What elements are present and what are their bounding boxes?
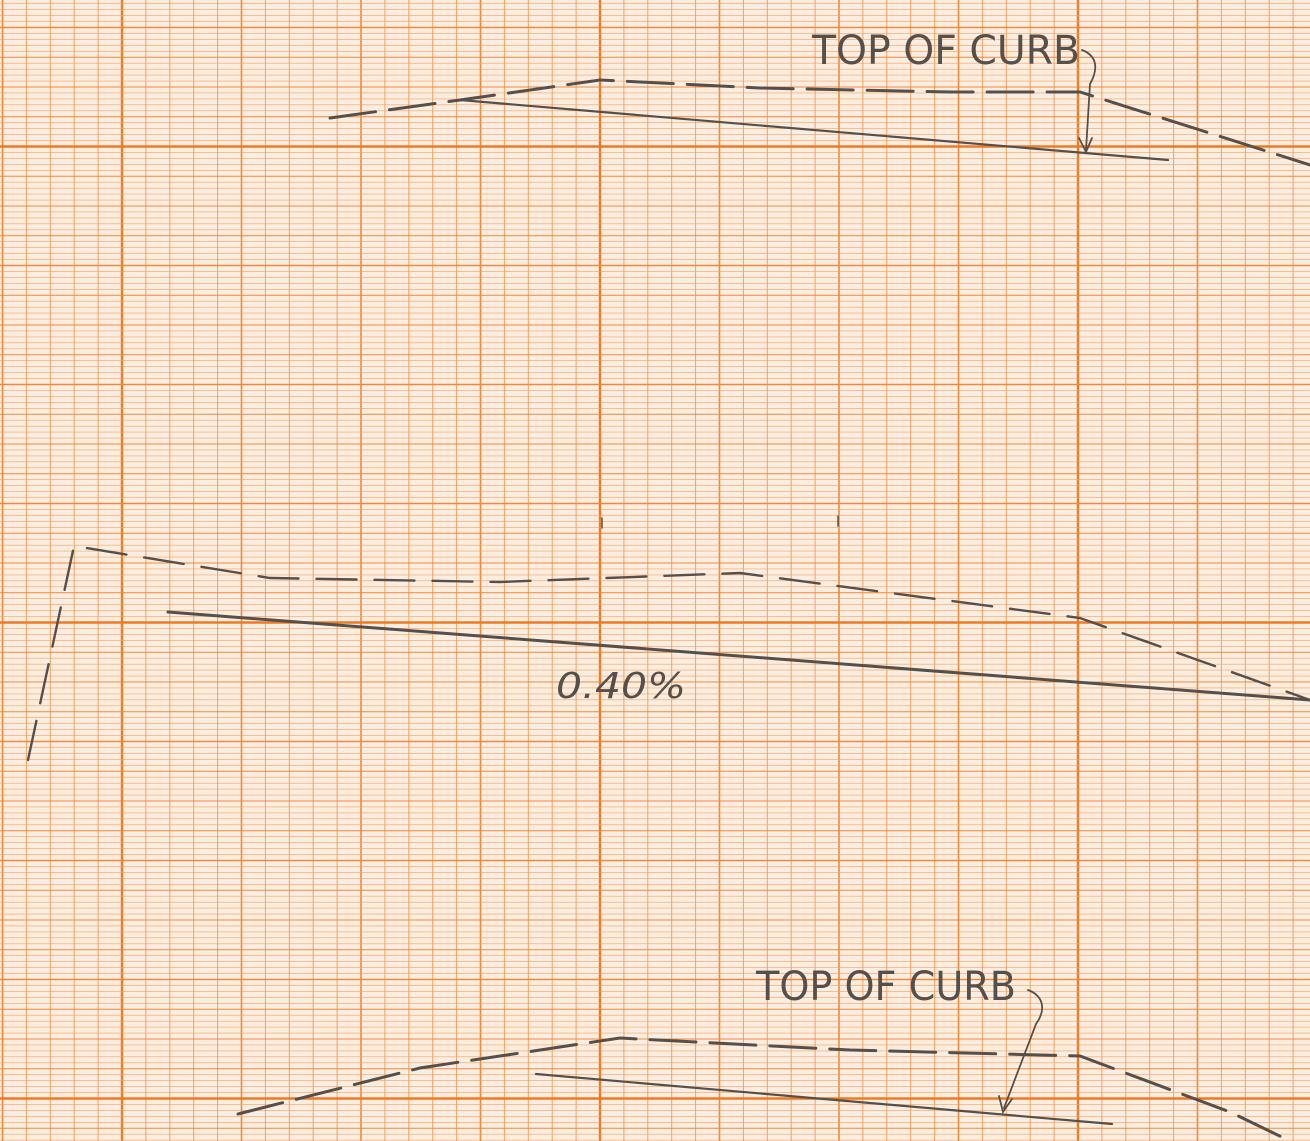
middle-curb-dashed-line xyxy=(26,544,1310,762)
top-of-curb-label-upper: TOP OF CURB xyxy=(811,28,1080,74)
upper-grade-line xyxy=(458,98,1170,162)
lower-grade-line xyxy=(534,1072,1114,1126)
lower-callout-arrowhead xyxy=(998,1095,1013,1115)
upper-curb-dashed-line xyxy=(328,78,1310,167)
lower-curb-dashed-line xyxy=(236,1036,1292,1141)
middle-grade-line xyxy=(166,610,1310,702)
grade-percent-label: 0.40% xyxy=(556,666,686,707)
upper-callout-leader xyxy=(1081,49,1097,151)
upper-callout-arrowhead xyxy=(1078,137,1093,155)
top-of-curb-label-lower: TOP OF CURB xyxy=(755,964,1016,1010)
lower-callout-leader xyxy=(1003,989,1043,1109)
